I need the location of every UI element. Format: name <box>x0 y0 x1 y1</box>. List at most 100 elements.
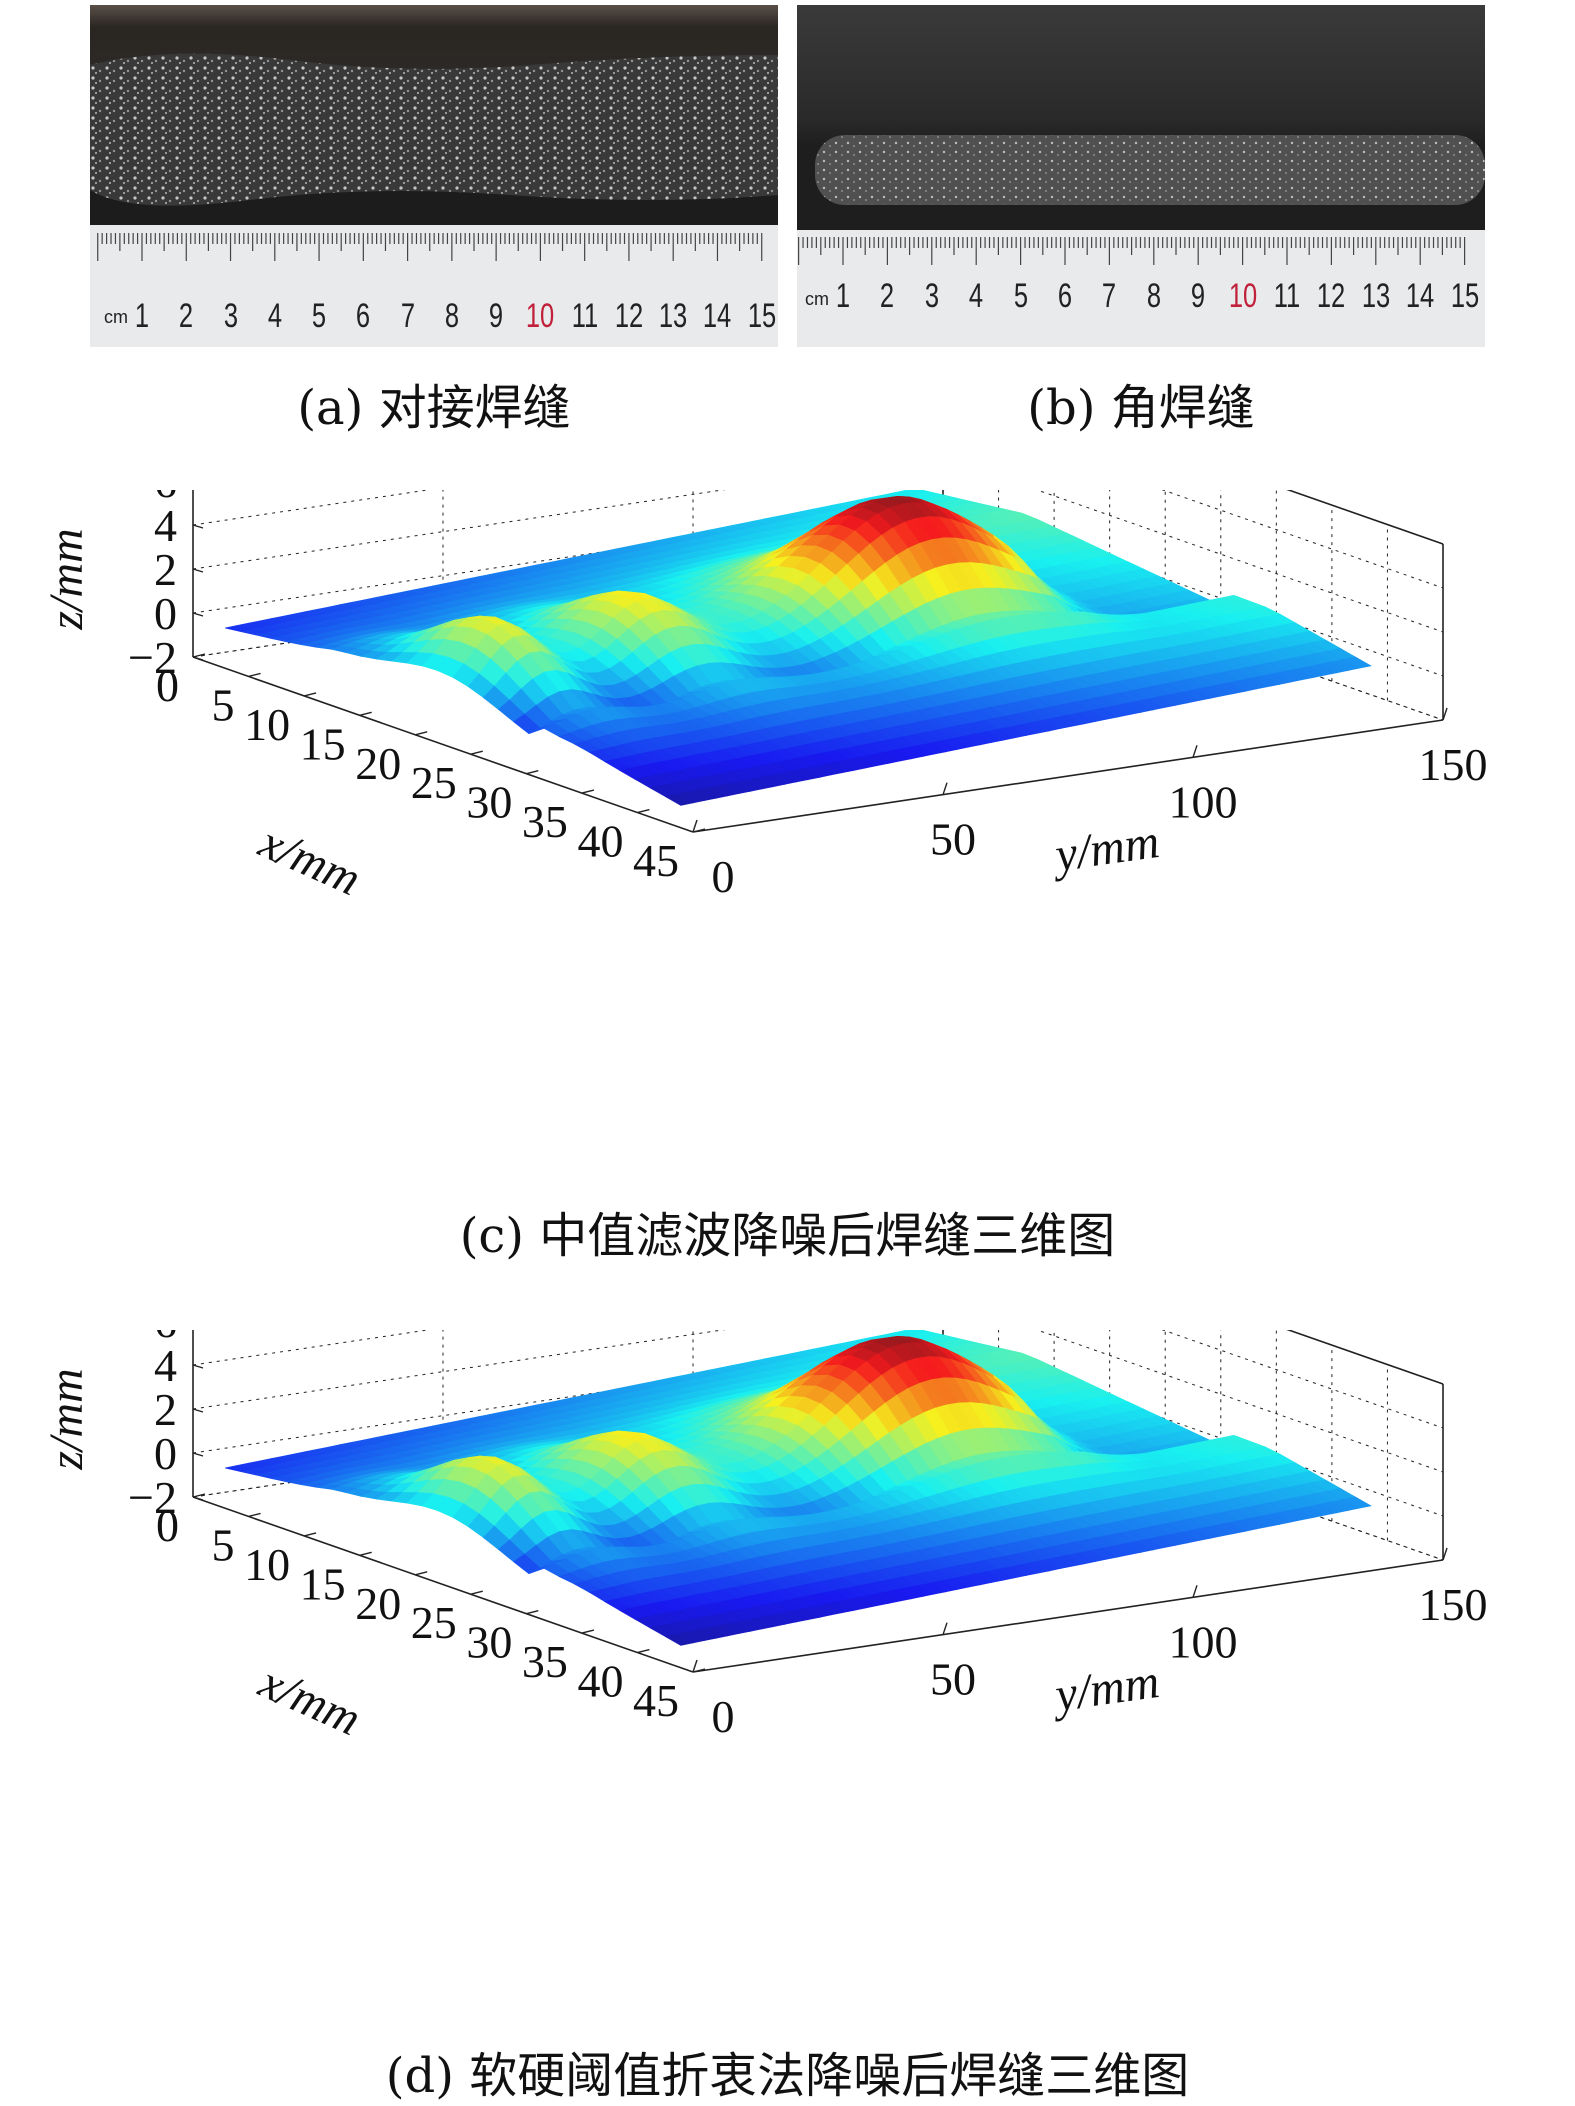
axis-line <box>248 1512 261 1518</box>
ruler-number: 2 <box>880 277 895 315</box>
axis-line <box>1287 490 1444 545</box>
axis-line <box>1442 707 1448 721</box>
axis-line <box>1287 1330 1444 1385</box>
z-tick-label: 6 <box>154 490 177 507</box>
axis-line <box>192 568 204 573</box>
ruler-number: 4 <box>969 277 984 315</box>
y-tick-label: 150 <box>1419 739 1488 790</box>
axis-line <box>192 656 694 833</box>
x-axis-title: x/mm <box>251 815 368 906</box>
ruler-number: 15 <box>747 297 776 335</box>
ruler-number: 9 <box>1191 277 1206 315</box>
ruler-number: 7 <box>400 297 415 335</box>
fillet-weld-photo: cm 1 2 3 4 5 6 7 8 9 10 11 12 13 14 15 <box>797 5 1485 347</box>
butt-weld-image <box>90 5 778 347</box>
z-tick-label: 0 <box>154 1428 177 1479</box>
ruler-number: 5 <box>311 297 327 335</box>
ruler-b-numbers: cm 1 2 3 4 5 6 7 8 9 10 11 12 13 14 15 <box>797 273 1485 323</box>
x-tick-label: 45 <box>633 1675 679 1726</box>
weld-surface <box>225 490 1372 806</box>
butt-weld-photo: cm 1 2 3 4 5 6 7 8 9 10 11 12 13 14 15 <box>90 5 778 347</box>
axis-line <box>192 524 204 529</box>
caption-c: (c) 中值滤波降噪后焊缝三维图 <box>459 1208 1116 1264</box>
caption-d: (d) 软硬阈值折衷法降噪后焊缝三维图 <box>385 2048 1190 2104</box>
y-tick-label: 0 <box>712 851 735 902</box>
ruler-number: 12 <box>1317 277 1346 315</box>
z-tick-label: 4 <box>154 500 177 551</box>
ruler-number: 14 <box>703 297 732 335</box>
ruler-number: 6 <box>1057 277 1073 315</box>
y-tick-label: 150 <box>1419 1579 1488 1630</box>
x-tick-label: 15 <box>300 1558 346 1609</box>
ruler-number: 3 <box>223 297 238 335</box>
ruler-number: 8 <box>1146 277 1161 315</box>
ruler-number: 3 <box>924 277 939 315</box>
ruler-a <box>97 233 763 261</box>
z-tick-label: −2 <box>128 632 177 683</box>
x-tick-label: 25 <box>411 1597 457 1648</box>
ruler-number: 11 <box>571 297 598 335</box>
axis-line <box>303 692 317 697</box>
ruler-number: 10 <box>1228 277 1257 315</box>
axis-line <box>1192 1585 1198 1598</box>
x-tick-label: 35 <box>522 796 568 847</box>
surface-plot-d-svg: 6420−2051015202530354045050100150z/mmx/m… <box>40 1330 1488 1746</box>
ruler-number: 5 <box>1013 277 1028 315</box>
ruler-number: 11 <box>1273 277 1301 315</box>
y-tick-label: 100 <box>1169 776 1238 827</box>
axis-line <box>692 828 706 833</box>
x-tick-label: 25 <box>411 757 457 808</box>
z-axis-title: z/mm <box>40 1368 93 1470</box>
axis-line <box>470 750 483 755</box>
x-tick-label: 30 <box>466 1617 512 1668</box>
x-tick-label: 10 <box>244 1539 290 1590</box>
z-tick-label: 2 <box>154 544 177 595</box>
surface-cell <box>1342 1496 1372 1509</box>
axis-line <box>637 808 650 814</box>
axis-line <box>942 1622 948 1635</box>
axis-line <box>359 711 372 717</box>
ruler-number: 15 <box>1450 277 1479 315</box>
axis-line <box>192 1364 204 1369</box>
axis-line <box>581 1629 595 1634</box>
axis-line <box>1035 1330 1444 1473</box>
y-tick-label: 0 <box>712 1691 735 1742</box>
axis-line <box>415 1571 428 1576</box>
axis-line <box>1161 1330 1444 1429</box>
x-tick-label: 20 <box>355 738 401 789</box>
x-tick-label: 40 <box>577 816 623 867</box>
weld-surface <box>225 1330 1372 1646</box>
axis-line <box>526 1609 539 1615</box>
x-tick-label: 0 <box>156 660 179 711</box>
ruler-number: 9 <box>489 297 504 335</box>
axis-line <box>192 1408 204 1413</box>
x-tick-label: 5 <box>212 1519 235 1570</box>
x-tick-label: 5 <box>212 679 235 730</box>
x-tick-label: 40 <box>577 1656 623 1707</box>
z-tick-label: 0 <box>154 588 177 639</box>
ruler-number: 4 <box>267 297 282 335</box>
x-tick-label: 0 <box>156 1500 179 1551</box>
ruler-b-unit: cm <box>805 289 829 309</box>
axis-line <box>359 1551 372 1557</box>
y-axis-title: y/mm <box>1047 1655 1162 1723</box>
axis-line <box>303 1532 317 1537</box>
x-axis-title: x/mm <box>251 1655 368 1746</box>
axis-line <box>470 1590 483 1595</box>
ruler-number: 1 <box>835 277 851 315</box>
axis-line <box>1161 490 1444 589</box>
caption-b: (b) 角焊缝 <box>1027 380 1255 436</box>
x-tick-label: 45 <box>633 835 679 886</box>
ruler-number: 14 <box>1406 277 1435 315</box>
x-tick-label: 20 <box>355 1578 401 1629</box>
axis-line <box>1192 745 1198 758</box>
axis-line <box>1442 1547 1448 1561</box>
ruler-number: 7 <box>1102 277 1117 315</box>
axis-line <box>192 1493 206 1498</box>
axis-line <box>192 653 206 658</box>
z-tick-label: 4 <box>154 1340 177 1391</box>
axis-line <box>692 719 1444 833</box>
fillet-weld-image <box>797 5 1485 347</box>
